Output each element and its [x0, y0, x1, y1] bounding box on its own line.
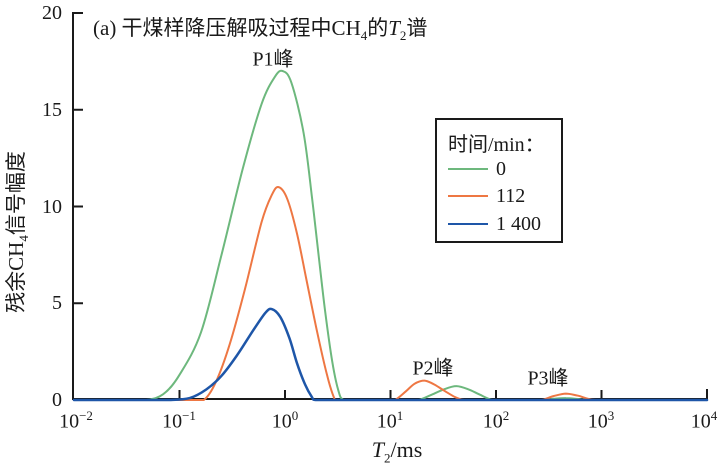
y-tick-label: 0 — [52, 389, 62, 411]
x-tick-label: 100 — [271, 408, 299, 433]
peak-label-p3: P3峰 — [527, 367, 569, 390]
legend-item-label: 112 — [496, 185, 526, 207]
chart-title-sub-ch4: 4 — [360, 28, 368, 44]
legend-item-label: 1 400 — [496, 213, 541, 235]
axes — [72, 12, 708, 400]
legend-line-sample-orange — [448, 194, 488, 198]
y-tick-label: 20 — [42, 2, 62, 24]
x-tick-label: 10−2 — [59, 408, 93, 433]
y-axis-label: 残余CH4信号幅度 — [3, 151, 32, 313]
legend-line-sample-blue — [448, 222, 488, 226]
x-axis-label: T2/ms — [371, 437, 423, 466]
y-tick-label: 5 — [52, 292, 62, 314]
series-curve-1400 — [72, 307, 709, 402]
peak-label-p1: P1峰 — [252, 48, 294, 71]
series-curve-112 — [73, 186, 708, 402]
legend-item-label: 0 — [496, 158, 506, 180]
x-tick-label: 102 — [482, 408, 510, 433]
chart-title-suffix: 谱 — [406, 16, 428, 40]
chart-title-t2-sub: 2 — [399, 28, 407, 44]
y-tick-label: 15 — [42, 99, 62, 121]
x-tick-label: 10−1 — [162, 408, 196, 433]
chart-title-text: (a) 干煤样降压解吸过程中CH — [93, 16, 361, 40]
legend: 时间/min： 0 112 1 400 — [435, 118, 563, 243]
peak-label-p2: P2峰 — [412, 357, 454, 380]
x-tick-label: 103 — [587, 408, 615, 433]
legend-item-112min: 112 — [448, 184, 525, 208]
series-curve-0 — [73, 69, 708, 402]
chart-title-mid: 的 — [367, 16, 389, 40]
chart-title-t2-var: T — [388, 16, 400, 40]
legend-item-1400min: 1 400 — [448, 212, 541, 236]
x-tick-label: 104 — [690, 408, 718, 433]
y-tick-label: 10 — [42, 196, 62, 218]
legend-title: 时间/min： — [448, 134, 545, 156]
legend-item-0min: 0 — [448, 157, 506, 181]
x-tick-label: 101 — [376, 408, 404, 433]
chart-title: (a) 干煤样降压解吸过程中CH4的T2谱 — [93, 12, 427, 44]
legend-line-sample-green — [448, 167, 488, 171]
